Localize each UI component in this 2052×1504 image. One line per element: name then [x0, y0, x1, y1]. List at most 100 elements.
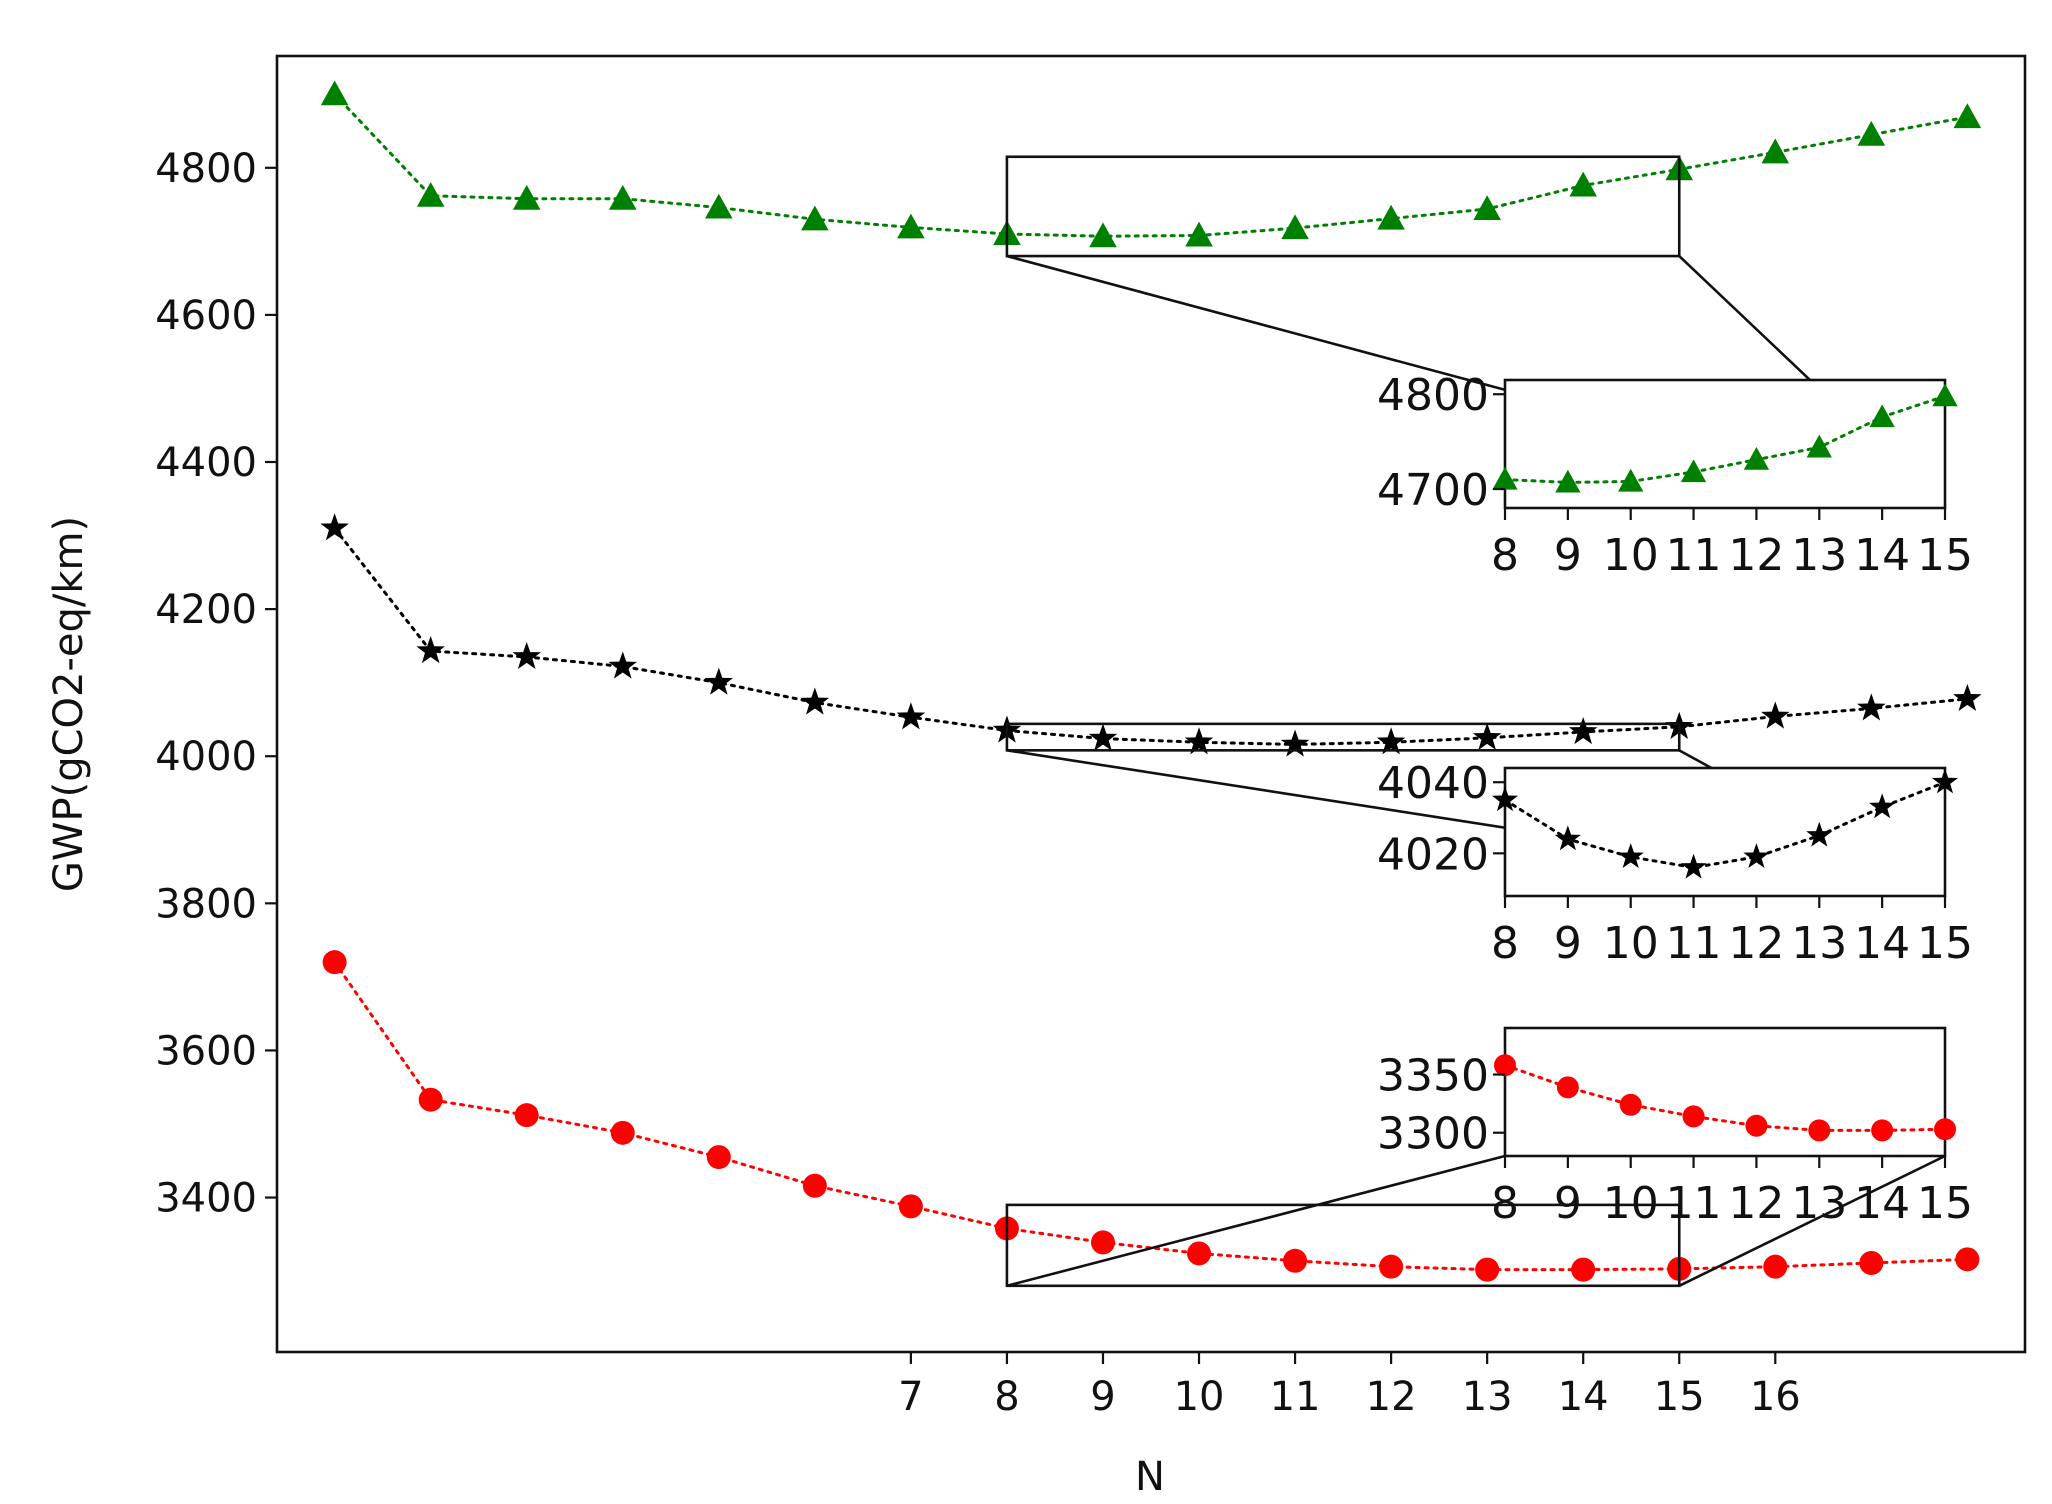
series-2-point — [1472, 722, 1502, 750]
inset-series-2-point — [1491, 786, 1519, 812]
inset-x-tick-label: 13 — [1791, 918, 1847, 969]
series-1-line — [333, 92, 1969, 238]
series-1-point — [1089, 222, 1117, 248]
inset-x-tick-label: 10 — [1603, 918, 1659, 969]
inset-series-3-point — [1619, 1093, 1642, 1116]
inset-x-tick-label: 12 — [1728, 918, 1784, 969]
inset-series — [1492, 383, 1958, 493]
y-tick-label: 4000 — [155, 734, 257, 780]
series-1-point — [897, 213, 925, 239]
inset-x-tick-label: 15 — [1917, 530, 1973, 581]
x-tick-label: 14 — [1558, 1374, 1609, 1420]
inset-x-tick-label: 8 — [1491, 530, 1519, 581]
inset-series — [1491, 768, 1959, 879]
inset-series-3-point — [1808, 1119, 1831, 1142]
inset-x-tick-label: 13 — [1791, 1178, 1847, 1229]
inset-series-2-point — [1554, 825, 1581, 851]
series-2-point — [1184, 727, 1214, 755]
inset-x-tick-label: 14 — [1854, 918, 1910, 969]
series-1-point — [1377, 204, 1405, 230]
main-plot-frame — [275, 54, 2027, 1354]
x-tick-label: 13 — [1462, 1374, 1513, 1420]
series-3-point — [418, 1087, 443, 1112]
inset-series-2-point — [1617, 843, 1644, 869]
y-tick-label: 4200 — [155, 587, 257, 633]
inset-x-tick-label: 9 — [1554, 530, 1582, 581]
x-tick-label: 12 — [1366, 1374, 1417, 1420]
inset-x-tick-label: 8 — [1491, 1178, 1519, 1229]
inset-series-3-point — [1494, 1054, 1516, 1077]
series-3-point — [898, 1194, 923, 1219]
inset-x-tick-label: 11 — [1666, 918, 1722, 969]
inset-series-1-point — [1680, 459, 1707, 483]
inset-series-3-point — [1934, 1118, 1956, 1141]
series-3-point — [322, 950, 347, 975]
series-2-point — [1568, 716, 1598, 745]
zoom-connector — [1006, 1154, 1506, 1288]
inset-series-1-point — [1555, 469, 1581, 493]
inset-series-2-point — [1743, 843, 1770, 869]
inset-series-2-point — [1806, 821, 1833, 847]
series-1-point — [320, 80, 349, 106]
inset-series-3-point — [1682, 1105, 1705, 1128]
series-1-point — [1185, 221, 1213, 247]
inset-x-tick-label: 11 — [1666, 1178, 1722, 1229]
inset-series-3-point — [1871, 1119, 1894, 1142]
series-1-point — [1761, 138, 1790, 164]
inset-y-tick-label: 4800 — [1377, 370, 1489, 421]
y-tick-label: 3800 — [155, 881, 257, 927]
x-tick-label: 7 — [898, 1374, 923, 1420]
inset-series-1-point — [1618, 468, 1644, 492]
inset-x-tick-label: 8 — [1491, 918, 1519, 969]
inset-series-3-line — [1503, 1063, 1947, 1132]
inset-y-tick-label: 4040 — [1377, 758, 1489, 809]
inset-3: 3300 3350 8 9 10 11 12 13 14 15 — [1377, 1026, 1973, 1229]
series-2-point — [704, 667, 734, 695]
x-axis-label: N — [1135, 1454, 1165, 1500]
series-2-point — [512, 641, 541, 670]
inset-x-tick-label: 15 — [1917, 1178, 1973, 1229]
inset-y-tick-label: 3300 — [1377, 1109, 1489, 1160]
inset-x-tick-label: 13 — [1791, 530, 1847, 581]
series-3-point — [802, 1173, 827, 1198]
series-3-point — [610, 1120, 635, 1145]
series-1-point — [512, 184, 541, 210]
series-3-point — [1090, 1230, 1115, 1255]
inset-series-1-point — [1932, 383, 1958, 407]
inset-x-tick-label: 10 — [1603, 1178, 1659, 1229]
series-1-point — [608, 184, 637, 210]
inset-y-tick-label: 3350 — [1377, 1051, 1489, 1102]
series-1-point — [801, 205, 829, 231]
inset-x-tick-label: 10 — [1603, 530, 1659, 581]
inset-x-tick-label: 14 — [1854, 530, 1910, 581]
y-tick-label: 4800 — [155, 146, 257, 192]
series-3-point — [1859, 1251, 1884, 1276]
series-3-point — [1283, 1248, 1308, 1273]
inset-series-2-point — [1869, 793, 1896, 819]
series-2-point — [1953, 683, 1982, 711]
inset-y-tick-label: 4700 — [1377, 465, 1489, 516]
x-tick-label: 10 — [1174, 1374, 1225, 1420]
series-2-point — [1376, 727, 1406, 755]
inset-frame — [1503, 378, 1947, 510]
x-tick-label: 9 — [1090, 1374, 1115, 1420]
series-2-point — [896, 702, 926, 730]
series-1-point — [416, 181, 445, 207]
inset-2: 4020 4040 8 9 10 11 12 13 14 15 — [1377, 758, 1973, 969]
series-2-point — [1761, 701, 1790, 729]
inset-series-2-point — [1680, 853, 1707, 879]
inset-series-1-point — [1806, 434, 1832, 458]
inset-series-1-point — [1869, 404, 1895, 428]
inset-series-3-point — [1556, 1076, 1579, 1099]
inset-x-tick-label: 15 — [1917, 918, 1973, 969]
x-tick-label: 8 — [994, 1374, 1019, 1420]
series-2-line — [333, 526, 1969, 746]
zoom-rect-3 — [1005, 1203, 1681, 1288]
x-tick-label: 15 — [1654, 1374, 1705, 1420]
zoom-rect-1 — [1005, 155, 1681, 258]
series-1-point — [1473, 195, 1501, 221]
series-2-point — [800, 687, 830, 715]
